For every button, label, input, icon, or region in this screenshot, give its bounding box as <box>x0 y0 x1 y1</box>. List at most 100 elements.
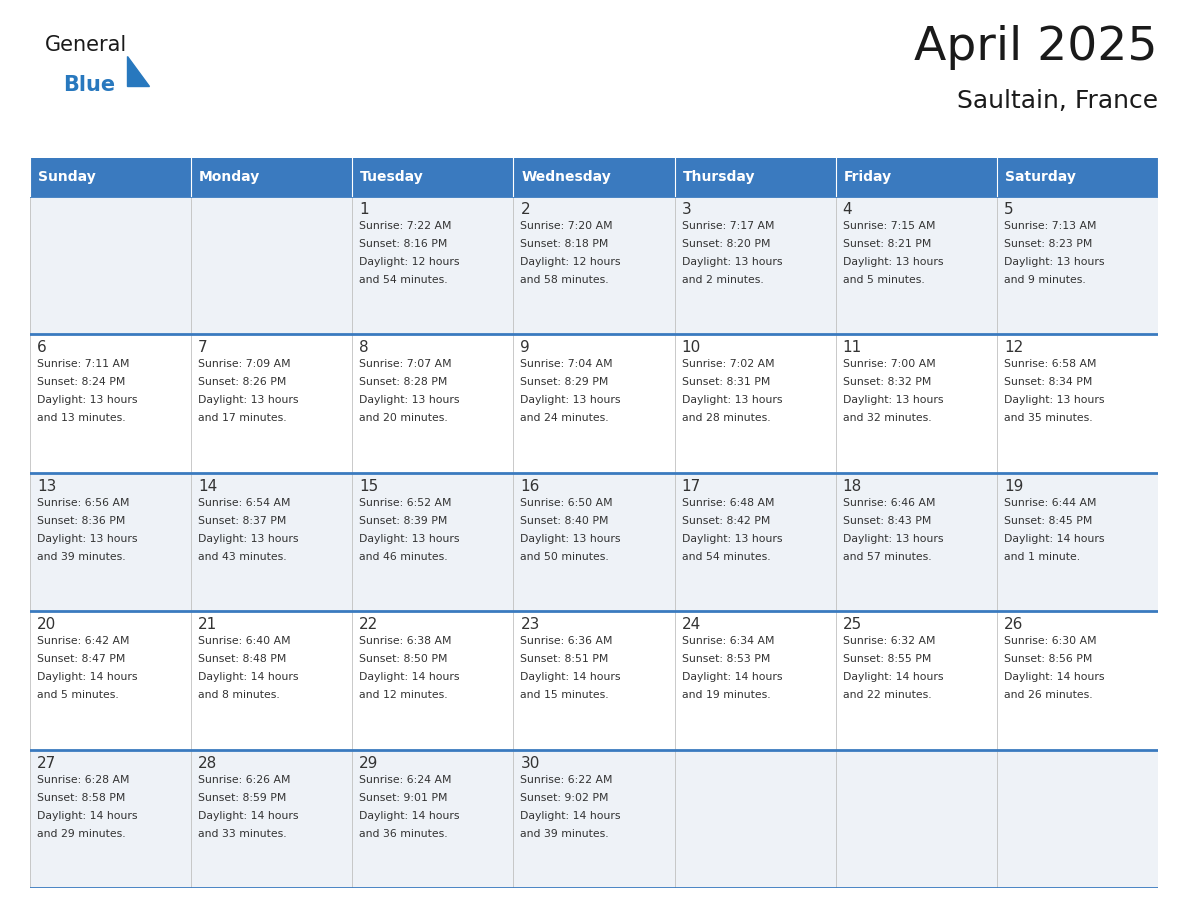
Text: Daylight: 14 hours: Daylight: 14 hours <box>1004 533 1105 543</box>
Text: Saturday: Saturday <box>1005 170 1075 184</box>
Text: Sunset: 8:50 PM: Sunset: 8:50 PM <box>359 655 448 665</box>
Text: 17: 17 <box>682 479 701 494</box>
Text: Sunset: 8:29 PM: Sunset: 8:29 PM <box>520 377 608 387</box>
Text: Sunrise: 7:00 AM: Sunrise: 7:00 AM <box>842 360 935 369</box>
Bar <box>353 611 513 750</box>
Text: and 54 minutes.: and 54 minutes. <box>359 275 448 285</box>
Bar <box>997 334 1158 473</box>
Bar <box>353 158 513 196</box>
Text: and 36 minutes.: and 36 minutes. <box>359 829 448 839</box>
Text: Sunrise: 7:04 AM: Sunrise: 7:04 AM <box>520 360 613 369</box>
Text: Sunset: 8:43 PM: Sunset: 8:43 PM <box>842 516 931 526</box>
Bar <box>191 158 353 196</box>
Text: Daylight: 13 hours: Daylight: 13 hours <box>682 533 782 543</box>
Text: Daylight: 14 hours: Daylight: 14 hours <box>842 672 943 682</box>
Bar <box>191 750 353 888</box>
Bar <box>997 750 1158 888</box>
Text: Sunset: 8:45 PM: Sunset: 8:45 PM <box>1004 516 1092 526</box>
Text: and 5 minutes.: and 5 minutes. <box>37 690 119 700</box>
Bar <box>997 196 1158 334</box>
Bar <box>835 196 997 334</box>
Bar <box>675 158 835 196</box>
Text: 8: 8 <box>359 341 369 355</box>
Bar <box>30 158 191 196</box>
Text: Sunset: 8:59 PM: Sunset: 8:59 PM <box>198 792 286 802</box>
Text: Sunrise: 6:44 AM: Sunrise: 6:44 AM <box>1004 498 1097 508</box>
Text: Sunset: 8:28 PM: Sunset: 8:28 PM <box>359 377 448 387</box>
Text: and 54 minutes.: and 54 minutes. <box>682 552 770 562</box>
Bar <box>835 611 997 750</box>
Text: Daylight: 13 hours: Daylight: 13 hours <box>842 533 943 543</box>
Text: Sunset: 8:21 PM: Sunset: 8:21 PM <box>842 239 931 249</box>
Text: 13: 13 <box>37 479 56 494</box>
Text: Sunrise: 6:40 AM: Sunrise: 6:40 AM <box>198 636 291 646</box>
Text: 3: 3 <box>682 202 691 217</box>
Text: Daylight: 13 hours: Daylight: 13 hours <box>842 396 943 406</box>
Text: Sunrise: 6:38 AM: Sunrise: 6:38 AM <box>359 636 451 646</box>
Text: Sunset: 9:01 PM: Sunset: 9:01 PM <box>359 792 448 802</box>
Bar <box>835 473 997 611</box>
Bar <box>353 334 513 473</box>
Text: and 32 minutes.: and 32 minutes. <box>842 413 931 423</box>
Text: 9: 9 <box>520 341 530 355</box>
Polygon shape <box>127 56 148 85</box>
Text: 10: 10 <box>682 341 701 355</box>
Text: and 39 minutes.: and 39 minutes. <box>520 829 609 839</box>
Text: Daylight: 13 hours: Daylight: 13 hours <box>37 533 138 543</box>
Text: 30: 30 <box>520 756 539 770</box>
Text: Monday: Monday <box>200 170 260 184</box>
Text: Daylight: 14 hours: Daylight: 14 hours <box>1004 672 1105 682</box>
Text: 1: 1 <box>359 202 369 217</box>
Text: Daylight: 13 hours: Daylight: 13 hours <box>682 396 782 406</box>
Text: Daylight: 13 hours: Daylight: 13 hours <box>359 533 460 543</box>
Text: Saultain, France: Saultain, France <box>956 89 1158 113</box>
Text: Sunset: 8:26 PM: Sunset: 8:26 PM <box>198 377 286 387</box>
Text: 6: 6 <box>37 341 46 355</box>
Text: and 9 minutes.: and 9 minutes. <box>1004 275 1086 285</box>
Text: Sunset: 8:20 PM: Sunset: 8:20 PM <box>682 239 770 249</box>
Text: Blue: Blue <box>63 74 115 95</box>
Text: Daylight: 14 hours: Daylight: 14 hours <box>198 672 298 682</box>
Text: Sunset: 8:42 PM: Sunset: 8:42 PM <box>682 516 770 526</box>
Text: and 13 minutes.: and 13 minutes. <box>37 413 126 423</box>
Text: and 2 minutes.: and 2 minutes. <box>682 275 764 285</box>
Text: Daylight: 14 hours: Daylight: 14 hours <box>359 672 460 682</box>
Bar <box>513 750 675 888</box>
Text: Friday: Friday <box>843 170 892 184</box>
Text: General: General <box>45 35 127 55</box>
Text: Daylight: 13 hours: Daylight: 13 hours <box>520 396 621 406</box>
Text: and 29 minutes.: and 29 minutes. <box>37 829 126 839</box>
Text: Sunrise: 6:46 AM: Sunrise: 6:46 AM <box>842 498 935 508</box>
Text: Sunset: 8:58 PM: Sunset: 8:58 PM <box>37 792 126 802</box>
Text: Daylight: 14 hours: Daylight: 14 hours <box>37 811 138 821</box>
Bar <box>675 750 835 888</box>
Text: Sunset: 8:18 PM: Sunset: 8:18 PM <box>520 239 608 249</box>
Bar <box>30 334 191 473</box>
Text: Daylight: 14 hours: Daylight: 14 hours <box>520 811 621 821</box>
Text: Sunrise: 6:34 AM: Sunrise: 6:34 AM <box>682 636 775 646</box>
Text: and 28 minutes.: and 28 minutes. <box>682 413 770 423</box>
Text: Sunset: 8:48 PM: Sunset: 8:48 PM <box>198 655 286 665</box>
Text: Sunrise: 6:30 AM: Sunrise: 6:30 AM <box>1004 636 1097 646</box>
Text: 21: 21 <box>198 617 217 633</box>
Text: Sunrise: 7:22 AM: Sunrise: 7:22 AM <box>359 221 451 231</box>
Text: Sunrise: 6:50 AM: Sunrise: 6:50 AM <box>520 498 613 508</box>
Text: 16: 16 <box>520 479 539 494</box>
Text: 25: 25 <box>842 617 862 633</box>
Text: Sunrise: 6:56 AM: Sunrise: 6:56 AM <box>37 498 129 508</box>
Text: Daylight: 13 hours: Daylight: 13 hours <box>198 396 298 406</box>
Text: Tuesday: Tuesday <box>360 170 424 184</box>
Text: 4: 4 <box>842 202 852 217</box>
Bar <box>997 158 1158 196</box>
Text: 22: 22 <box>359 617 379 633</box>
Text: and 19 minutes.: and 19 minutes. <box>682 690 770 700</box>
Bar <box>513 196 675 334</box>
Text: Sunset: 8:51 PM: Sunset: 8:51 PM <box>520 655 608 665</box>
Bar <box>675 611 835 750</box>
Text: Daylight: 13 hours: Daylight: 13 hours <box>520 533 621 543</box>
Text: and 1 minute.: and 1 minute. <box>1004 552 1080 562</box>
Text: Sunset: 8:47 PM: Sunset: 8:47 PM <box>37 655 126 665</box>
Text: Sunset: 8:23 PM: Sunset: 8:23 PM <box>1004 239 1092 249</box>
Bar <box>675 196 835 334</box>
Text: and 17 minutes.: and 17 minutes. <box>198 413 286 423</box>
